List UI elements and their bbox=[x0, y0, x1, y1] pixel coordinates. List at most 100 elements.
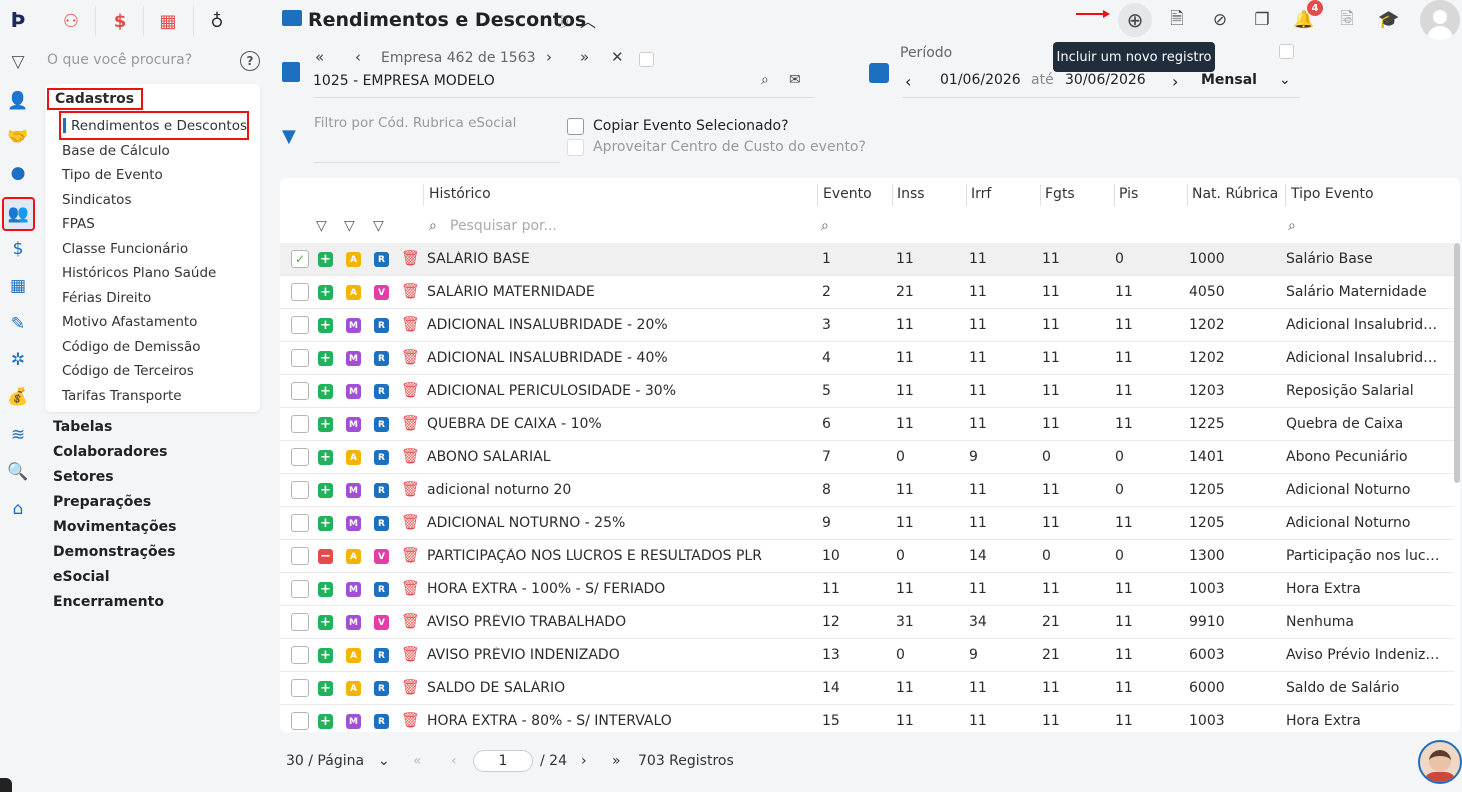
col-historico[interactable]: Histórico bbox=[429, 186, 491, 202]
app-logo-icon[interactable]: Ϸ bbox=[10, 8, 26, 32]
menu-item-colaboradores[interactable]: Colaboradores bbox=[53, 444, 168, 460]
graduation-cap-icon[interactable]: 🎓 bbox=[1378, 10, 1400, 30]
trash-icon[interactable]: 🗑 bbox=[401, 381, 421, 399]
menu-item-encerramento[interactable]: Encerramento bbox=[53, 594, 164, 610]
next-page-icon[interactable]: › bbox=[581, 753, 587, 769]
row-checkbox[interactable] bbox=[291, 448, 309, 466]
clock-icon[interactable]: ● bbox=[10, 163, 26, 183]
tag-badge[interactable]: M bbox=[346, 615, 361, 630]
table-row[interactable]: + M V 🗑 AVISO PRÉVIO TRABALHADO 12 31 34 21 11 991… bbox=[280, 606, 1454, 639]
plus-icon[interactable]: + bbox=[318, 384, 333, 399]
filter-icon[interactable]: ▽ bbox=[344, 218, 355, 234]
filter-icon[interactable]: ▽ bbox=[11, 52, 25, 72]
col-evento[interactable]: Evento bbox=[823, 186, 872, 202]
bell-icon[interactable]: 🔔 bbox=[1293, 10, 1315, 30]
table-row[interactable]: + A V 🗑 SALÁRIO MATERNIDADE 2 21 11 11 11 4050 Salá… bbox=[280, 276, 1454, 309]
plus-icon[interactable]: + bbox=[318, 252, 333, 267]
assistant-avatar[interactable] bbox=[1418, 740, 1462, 784]
row-checkbox[interactable] bbox=[291, 382, 309, 400]
tag-badge[interactable]: R bbox=[374, 351, 389, 366]
tag-badge[interactable]: V bbox=[374, 615, 389, 630]
search-icon[interactable]: ⌕ bbox=[821, 218, 829, 234]
copiar-checkbox[interactable] bbox=[567, 118, 584, 135]
table-row[interactable]: + M R 🗑 ADICIONAL NOTURNO - 25% 9 11 11 11 11 1205… bbox=[280, 507, 1454, 540]
plus-icon[interactable]: + bbox=[318, 582, 333, 597]
tag-badge[interactable]: R bbox=[374, 483, 389, 498]
doc-search-icon[interactable]: 🗟 bbox=[1340, 8, 1354, 29]
tag-badge[interactable]: M bbox=[346, 516, 361, 531]
help-icon[interactable]: ? bbox=[240, 51, 260, 71]
tag-badge[interactable]: M bbox=[346, 384, 361, 399]
page-number-input[interactable]: 1 bbox=[473, 750, 533, 772]
tag-badge[interactable]: A bbox=[346, 450, 361, 465]
table-row[interactable]: + M R 🗑 HORA EXTRA - 80% - S/ INTERVALO 15 11 1… bbox=[280, 705, 1454, 732]
tag-badge[interactable]: V bbox=[374, 285, 389, 300]
table-scrollbar[interactable] bbox=[1454, 243, 1460, 483]
tag-badge[interactable]: M bbox=[346, 318, 361, 333]
dollar-icon[interactable]: $ bbox=[12, 239, 24, 259]
plus-icon[interactable]: + bbox=[318, 714, 333, 729]
col-tipo-evento[interactable]: Tipo Evento bbox=[1291, 186, 1374, 202]
tag-badge[interactable]: A bbox=[346, 648, 361, 663]
plus-icon[interactable]: + bbox=[318, 615, 333, 630]
table-row[interactable]: + M R 🗑 adicional noturno 20 8 11 11 11 0 1205 Adic… bbox=[280, 474, 1454, 507]
trash-icon[interactable]: 🗑 bbox=[401, 546, 421, 564]
menu-item-demonstracoes[interactable]: Demonstrações bbox=[53, 544, 176, 560]
chevron-up-icon[interactable]: ︿ bbox=[580, 12, 597, 31]
tag-badge[interactable]: M bbox=[346, 483, 361, 498]
trash-icon[interactable]: 🗑 bbox=[401, 447, 421, 465]
search-icon[interactable]: ⌕ bbox=[1288, 218, 1296, 234]
tag-badge[interactable]: R bbox=[374, 516, 389, 531]
submenu-item[interactable]: Tipo de Evento bbox=[62, 167, 163, 183]
row-checkbox[interactable] bbox=[291, 514, 309, 532]
plus-icon[interactable]: + bbox=[318, 318, 333, 333]
submenu-item[interactable]: Rendimentos e Descontos bbox=[71, 118, 248, 134]
chevron-down-icon[interactable]: ⌄ bbox=[1279, 72, 1291, 88]
search-icon[interactable]: 🔍 bbox=[7, 462, 29, 482]
col-nat-rubrica[interactable]: Nat. Rúbrica bbox=[1192, 186, 1279, 202]
table-row[interactable]: + A R 🗑 SALDO DE SALÁRIO 14 11 11 11 11 6000 Saldo … bbox=[280, 672, 1454, 705]
menu-item-tabelas[interactable]: Tabelas bbox=[53, 419, 113, 435]
info-icon[interactable]: ⓘ bbox=[556, 15, 569, 29]
row-checkbox[interactable] bbox=[291, 415, 309, 433]
table-row[interactable]: + M R 🗑 ADICIONAL INSALUBRIDADE - 40% 4 11 11 11… bbox=[280, 342, 1454, 375]
trash-icon[interactable]: 🗑 bbox=[401, 579, 421, 597]
submenu-item[interactable]: Sindicatos bbox=[62, 192, 132, 208]
table-row[interactable]: + M R 🗑 ADICIONAL INSALUBRIDADE - 20% 3 11 11 11… bbox=[280, 309, 1454, 342]
tag-badge[interactable]: A bbox=[346, 549, 361, 564]
mail-icon[interactable]: ✉ bbox=[789, 72, 801, 88]
people-quick-icon[interactable]: ⚇ bbox=[62, 10, 80, 32]
plus-icon[interactable]: + bbox=[318, 648, 333, 663]
row-checkbox[interactable] bbox=[291, 646, 309, 664]
handshake-icon[interactable]: 🤝 bbox=[7, 127, 29, 147]
menu-item-esocial[interactable]: eSocial bbox=[53, 569, 110, 585]
table-row[interactable]: + M R 🗑 ADICIONAL PERICULOSIDADE - 30% 5 11 11 1… bbox=[280, 375, 1454, 408]
col-fgts[interactable]: Fgts bbox=[1045, 186, 1075, 202]
layers-icon[interactable]: ≋ bbox=[10, 425, 26, 445]
period-start[interactable]: 01/06/2026 bbox=[940, 72, 1021, 88]
tag-badge[interactable]: R bbox=[374, 681, 389, 696]
tag-badge[interactable]: M bbox=[346, 351, 361, 366]
table-row[interactable]: + A R 🗑 ABONO SALARIAL 7 0 9 0 0 1401 Abono Pecuniá… bbox=[280, 441, 1454, 474]
add-record-button[interactable]: ⊕ bbox=[1118, 3, 1152, 37]
tag-badge[interactable]: R bbox=[374, 384, 389, 399]
submenu-item[interactable]: Motivo Afastamento bbox=[62, 314, 198, 330]
row-checkbox[interactable] bbox=[291, 349, 309, 367]
submenu-item[interactable]: Código de Terceiros bbox=[62, 363, 194, 379]
trash-icon[interactable]: 🗑 bbox=[401, 678, 421, 696]
calculator-quick-icon[interactable]: ▦ bbox=[159, 10, 177, 32]
period-end[interactable]: 30/06/2026 bbox=[1065, 72, 1146, 88]
row-checkbox[interactable] bbox=[291, 547, 309, 565]
last-page-icon[interactable]: » bbox=[612, 753, 621, 769]
user-settings-icon[interactable]: 👤 bbox=[7, 91, 29, 111]
row-checkbox[interactable] bbox=[291, 613, 309, 631]
trash-icon[interactable]: 🗑 bbox=[401, 348, 421, 366]
rubrica-filter-input[interactable]: Filtro por Cód. Rubrica eSocial bbox=[314, 115, 517, 131]
menu-item-preparacoes[interactable]: Preparações bbox=[53, 494, 152, 510]
tag-badge[interactable]: M bbox=[346, 417, 361, 432]
home-icon[interactable]: ⌂ bbox=[12, 499, 24, 519]
trash-icon[interactable]: 🗑 bbox=[401, 480, 421, 498]
table-row[interactable]: ✓ + A R 🗑 SALÁRIO BASE 1 11 11 11 0 1000 Salário Bas… bbox=[280, 243, 1454, 276]
filter-icon[interactable]: ▽ bbox=[316, 218, 327, 234]
last-company-icon[interactable]: » bbox=[580, 48, 590, 66]
